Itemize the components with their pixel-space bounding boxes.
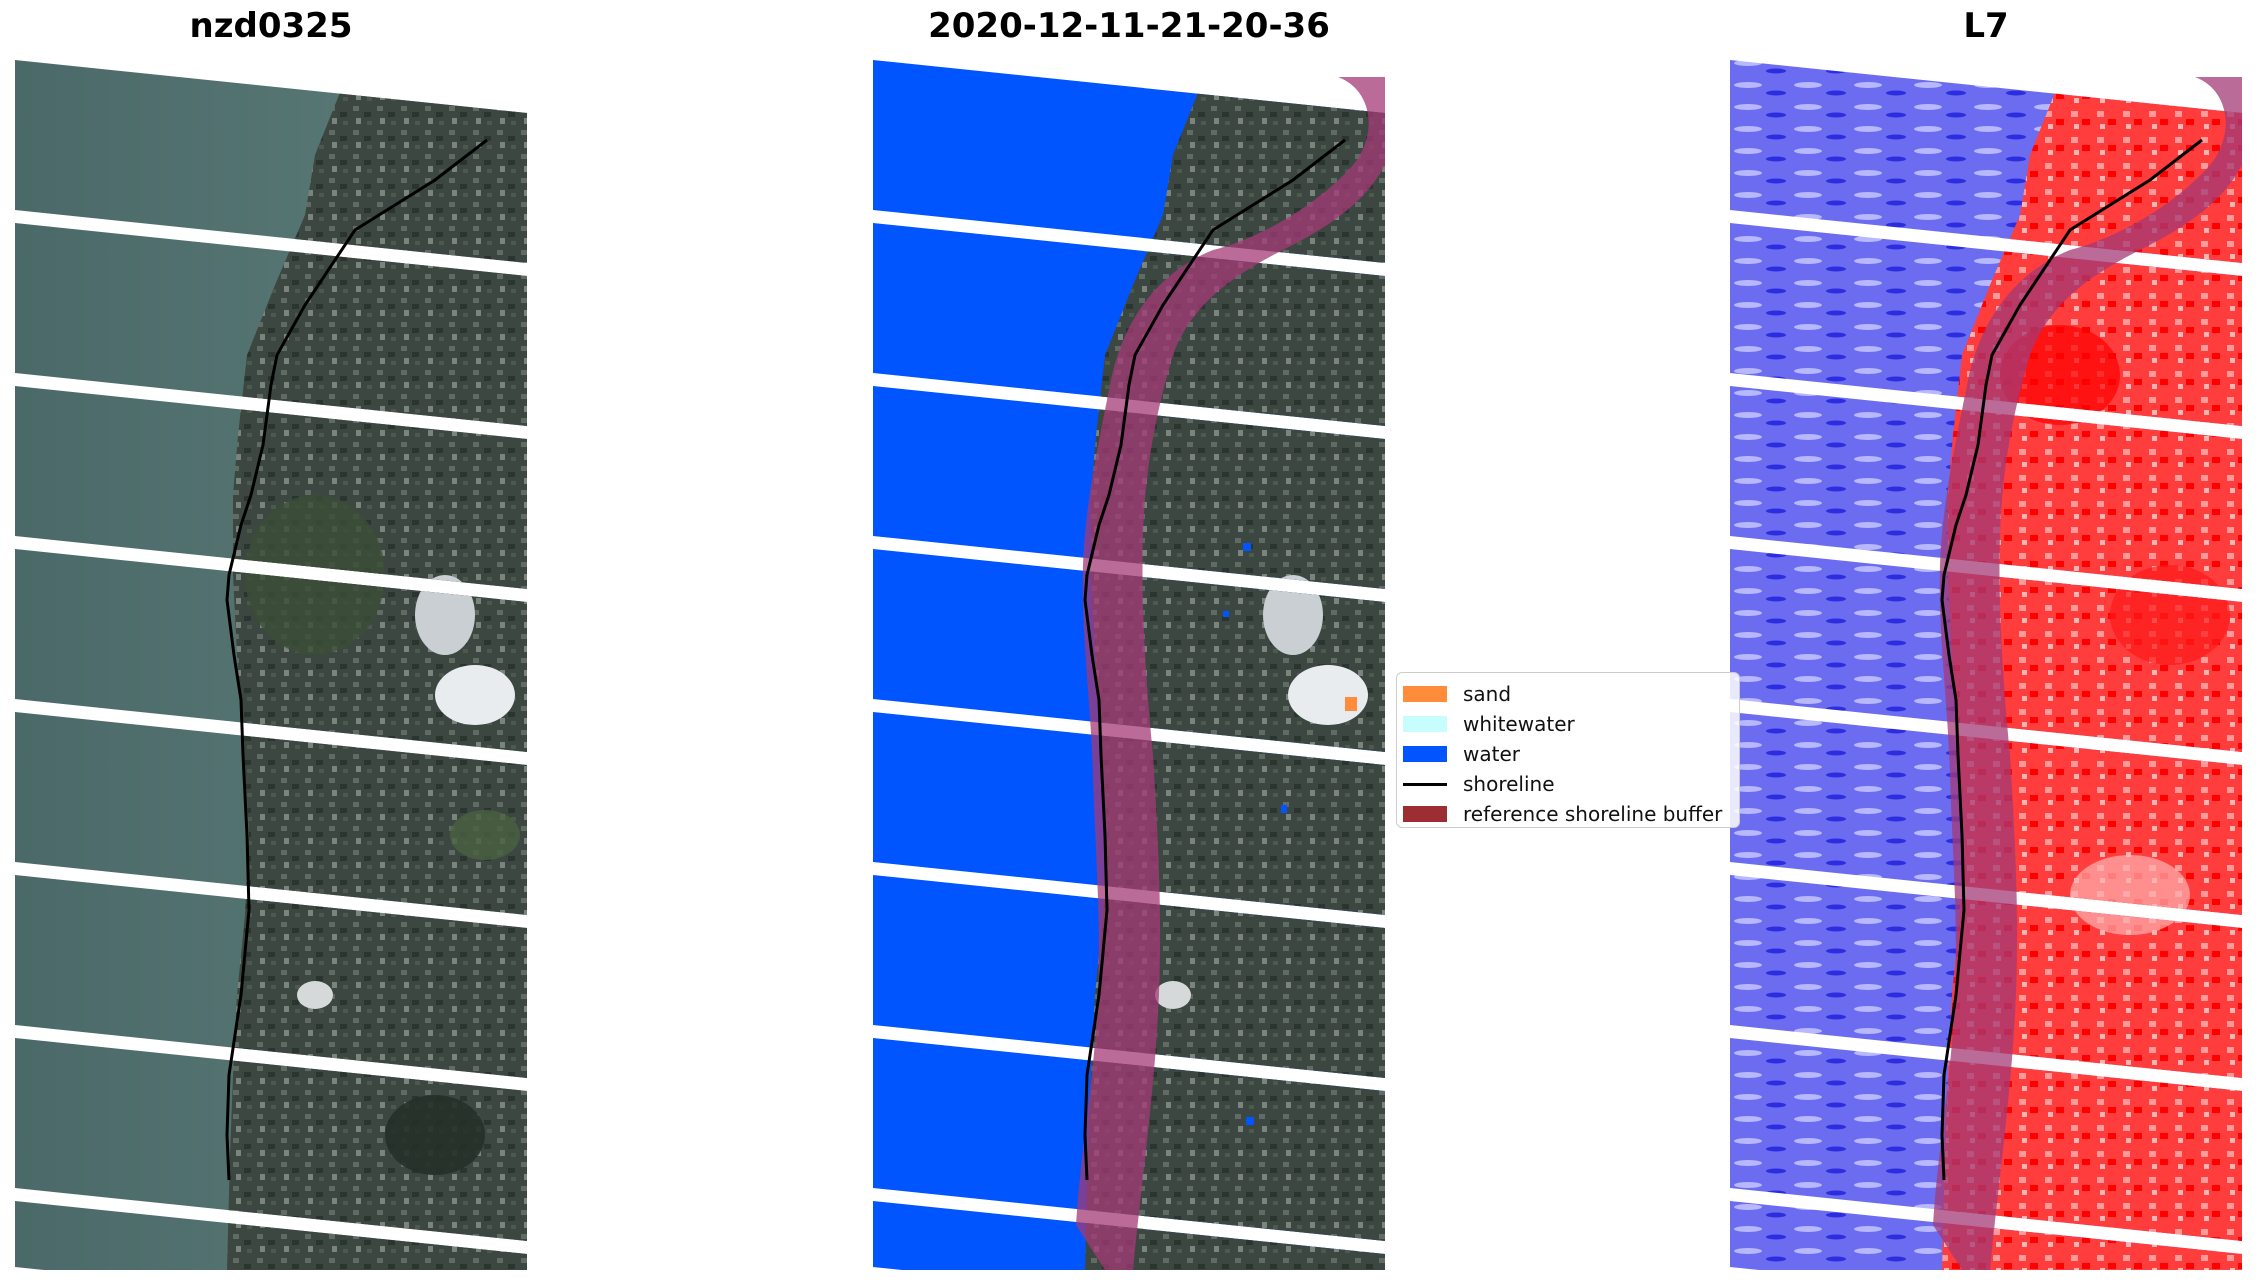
panel-title-left: nzd0325 [189, 6, 353, 46]
shoreline-line [1940, 138, 2203, 1181]
index-image [1730, 60, 2242, 1270]
shoreline-line-swatch [1403, 782, 1447, 786]
shoreline-line [225, 138, 488, 1181]
legend-item-water: water [1403, 739, 1739, 769]
rgb-image-panel [15, 55, 527, 1270]
reference-shoreline-buffer [1076, 77, 1385, 1270]
sand-swatch [1403, 686, 1447, 702]
legend-label: sand [1463, 682, 1512, 706]
reference-shoreline-buffer [1933, 77, 2242, 1270]
classified-image-panel [873, 55, 1385, 1270]
legend: sand whitewater water shoreline referenc… [1396, 672, 1740, 828]
legend-label: water [1463, 742, 1520, 766]
index-image-panel [1730, 55, 2242, 1270]
panel-title-middle: 2020-12-11-21-20-36 [928, 6, 1330, 46]
legend-item-shoreline: shoreline [1403, 769, 1739, 799]
whitewater-swatch [1403, 716, 1447, 732]
rgb-image [15, 60, 527, 1270]
legend-label: whitewater [1463, 712, 1575, 736]
buffer-swatch [1403, 806, 1447, 822]
legend-label: shoreline [1463, 772, 1555, 796]
legend-item-whitewater: whitewater [1403, 709, 1739, 739]
legend-item-sand: sand [1403, 679, 1739, 709]
water-swatch [1403, 746, 1447, 762]
sand-pixels [1345, 697, 1357, 711]
legend-label: reference shoreline buffer [1463, 802, 1723, 826]
panel-title-right: L7 [1963, 6, 2009, 46]
legend-item-reference-buffer: reference shoreline buffer [1403, 799, 1739, 827]
shoreline-line [1083, 138, 1346, 1181]
classified-image [873, 60, 1385, 1270]
